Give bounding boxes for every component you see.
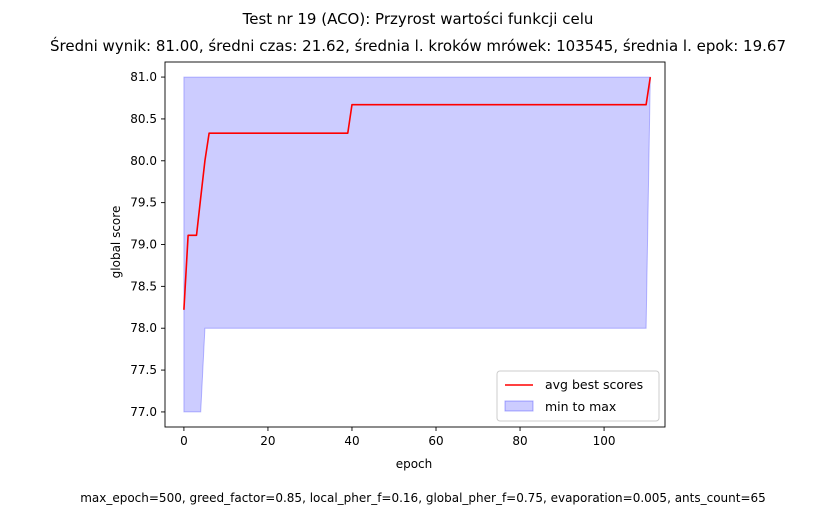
legend-box [496,370,660,422]
chart-title: Test nr 19 (ACO): Przyrost wartości funk… [242,10,594,28]
series-line-avg-best-scores [183,76,652,310]
x-tick-label: 80 [512,434,527,448]
x-tick-label: 20 [260,434,275,448]
y-tick-label: 78.5 [130,279,157,293]
y-tick-label: 77.0 [130,405,157,419]
y-tick-label: 79.0 [130,238,157,252]
footer-parameters: max_epoch=500, greed_factor=0.85, local_… [80,491,766,505]
legend-swatch-min-to-max [504,400,534,412]
plot-area: 0 20 40 60 80 100 77.0 77.5 78.0 78.5 79.0 79.5 80.0… [130,61,666,448]
y-tick-label: 78.0 [130,321,157,335]
legend-label-min-to-max: min to max [545,399,616,414]
y-tick-label: 77.5 [130,363,157,377]
x-tick-label: 0 [180,434,188,448]
y-axis-label: global score [109,206,123,279]
y-tick-label: 79.5 [130,196,157,210]
y-tick-label: 81.0 [130,70,157,84]
legend-label-avg-best-scores: avg best scores [545,377,643,392]
y-tick-label: 80.0 [130,154,157,168]
chart-subtitle: Średni wynik: 81.00, średni czas: 21.62,… [50,36,786,55]
y-tick-label: 80.5 [130,112,157,126]
x-tick-label: 60 [428,434,443,448]
x-tick-label: 100 [593,434,616,448]
x-tick-label: 40 [344,434,359,448]
min-max-band [183,76,651,413]
x-axis-label: epoch [396,457,433,471]
